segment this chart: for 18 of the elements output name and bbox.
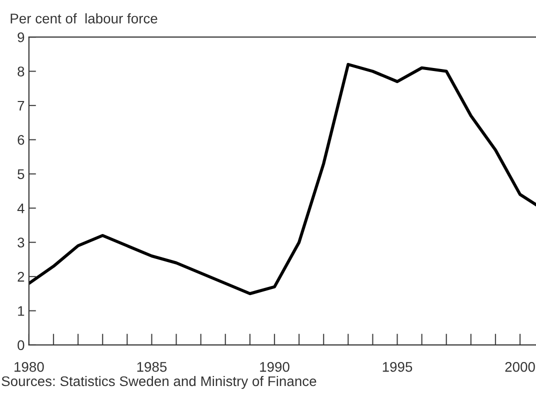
y-tick-label: 9 bbox=[18, 32, 24, 42]
y-tick-label: 4 bbox=[17, 204, 24, 214]
x-tick-label: 1980 bbox=[14, 362, 44, 372]
x-tick-label: 1990 bbox=[260, 362, 290, 372]
source-note: Sources: Statistics Sweden and Ministry of Finance bbox=[2, 376, 316, 389]
x-tick-label: 1995 bbox=[382, 362, 412, 372]
y-tick-label: 8 bbox=[18, 66, 24, 76]
y-tick-label: 1 bbox=[18, 306, 24, 316]
y-tick-label: 0 bbox=[18, 340, 24, 350]
line-series bbox=[28, 62, 536, 296]
y-axis-title: Per cent of labour force bbox=[10, 13, 158, 24]
y-tick-label: 5 bbox=[18, 169, 24, 180]
y-tick-label: 2 bbox=[18, 272, 24, 282]
y-tick-label: 3 bbox=[18, 238, 24, 248]
y-tick-label: 7 bbox=[18, 100, 24, 111]
x-tick-label: 2000 bbox=[505, 362, 535, 372]
x-tick-label: 1985 bbox=[137, 362, 167, 372]
y-tick-label: 6 bbox=[18, 135, 24, 145]
